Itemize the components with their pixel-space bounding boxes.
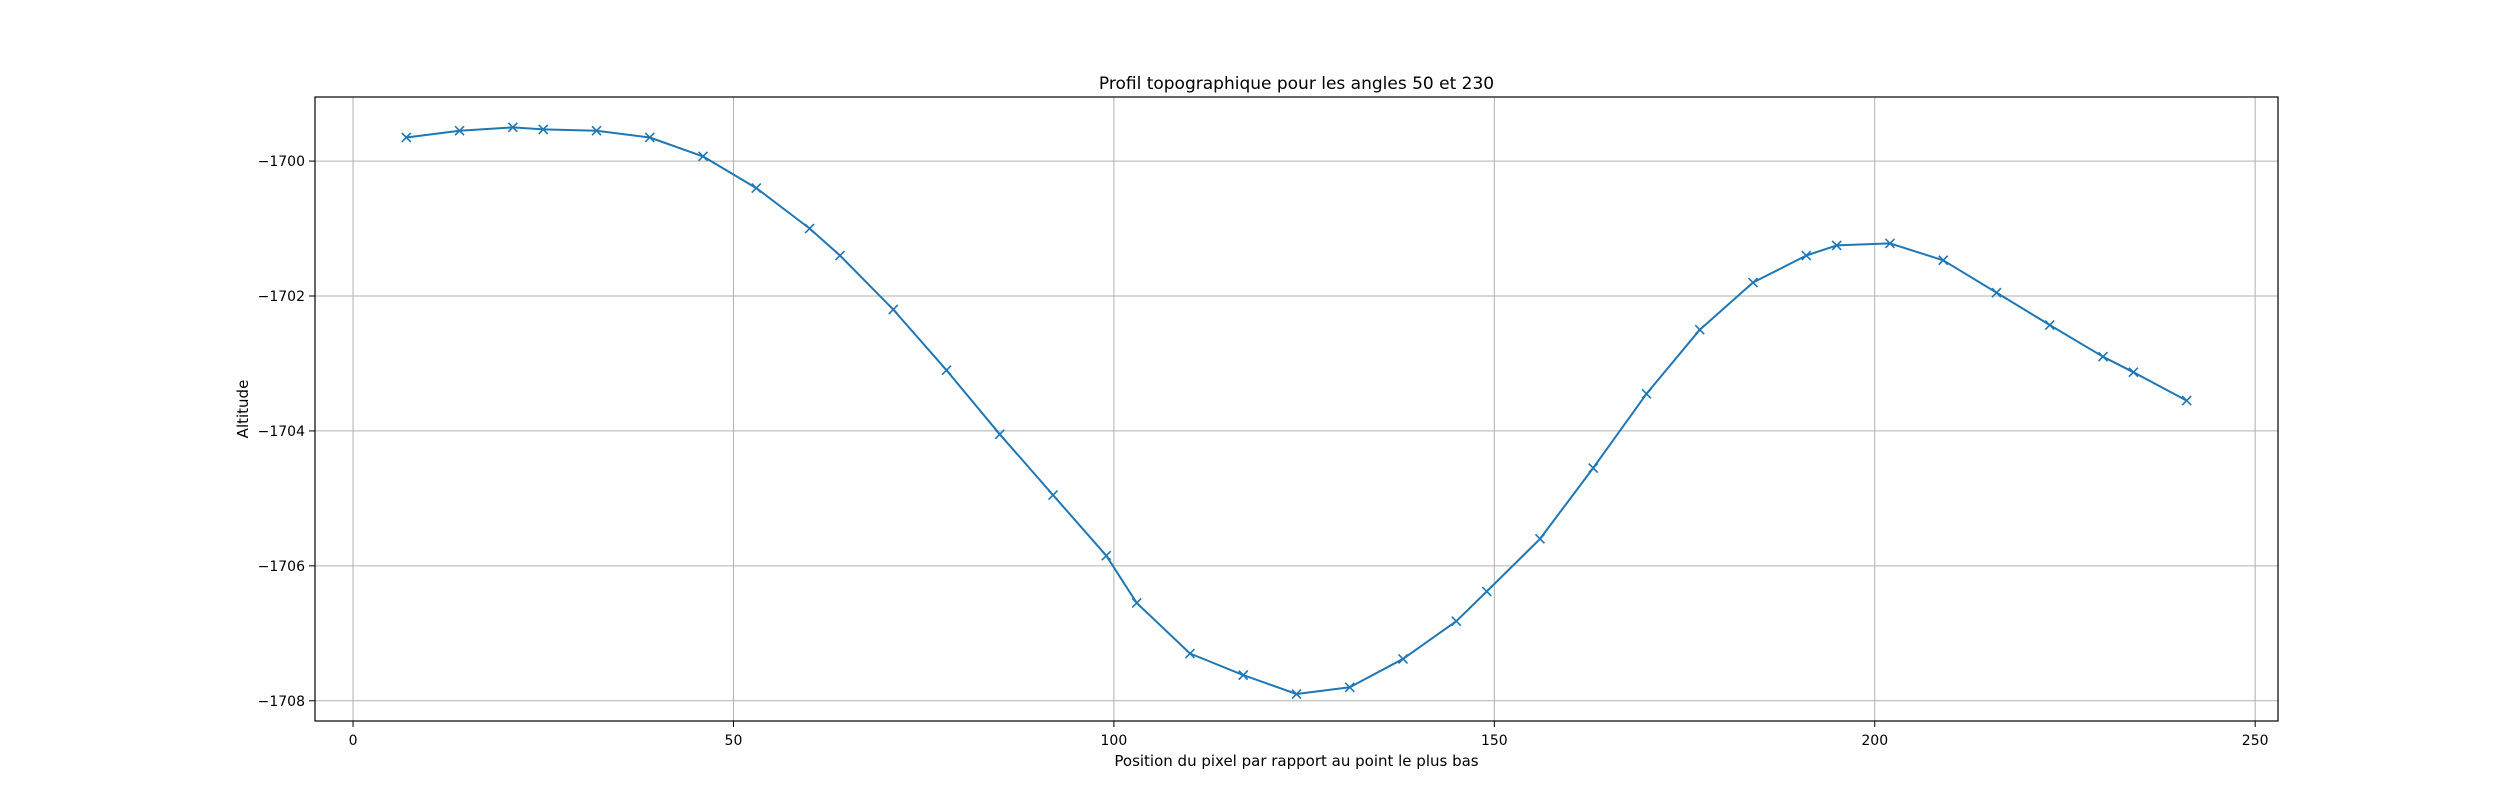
data-point-marker [751,183,762,194]
y-tick-label: −1704 [258,424,305,440]
x-tick-label: 100 [1101,733,1128,749]
x-tick-label: 250 [2242,733,2269,749]
x-tick-label: 200 [1861,733,1888,749]
data-point-marker [1397,653,1409,665]
data-point-marker [1451,616,1462,627]
y-tick-label: −1702 [258,289,305,305]
data-point-marker [1801,250,1812,261]
data-point-marker [538,124,549,135]
data-point-marker [1238,670,1249,681]
data-point-marker [1938,255,1949,266]
data-point-marker [1291,688,1302,700]
data-point-marker [644,132,655,143]
y-tick-label: −1708 [258,694,305,710]
data-point-marker [1641,388,1652,399]
y-tick-label: −1700 [258,154,305,170]
data-point-marker [1694,324,1705,335]
data-point-marker [1101,550,1112,561]
data-point-marker [2128,367,2139,378]
data-point-marker [941,365,952,376]
data-point-marker [834,250,846,261]
ticks: 0 50 100 150 200 250 −1708 −1706 −1704 −1702 −1700 [258,154,2269,749]
data-point-marker [2044,319,2055,331]
data-point-marker [2097,351,2109,362]
data-point-marker [1184,648,1196,659]
grid [315,97,2278,721]
data-point-marker [1481,586,1492,597]
x-tick-label: 0 [349,733,358,749]
data-point-marker [1344,682,1355,693]
y-tick-label: −1706 [258,559,305,575]
data-layer [401,122,2192,700]
data-point-marker [1831,240,1842,251]
data-point-marker [2181,395,2192,406]
data-point-marker [1747,277,1759,288]
data-point-marker [1047,489,1059,501]
data-point-marker [804,223,815,234]
data-point-marker [1131,597,1142,609]
data-point-marker [401,132,412,143]
data-point-marker [454,125,465,136]
x-tick-label: 150 [1481,733,1508,749]
chart-title: Profil topographique pour les angles 50 … [1099,74,1494,94]
y-axis-label: Altitude [234,380,252,439]
data-point-marker [697,151,709,162]
x-axis-label: Position du pixel par rapport au point l… [1114,752,1478,770]
data-point-marker [1588,462,1599,474]
data-point-marker [1991,287,2002,298]
plot-frame [314,96,2279,722]
data-point-marker [507,122,518,133]
x-tick-label: 50 [725,733,743,749]
data-point-marker [888,304,899,315]
data-point-marker [994,429,1005,440]
data-point-marker [1534,533,1546,544]
data-point-marker [591,125,602,136]
data-point-marker [1884,238,1896,249]
series-line [406,126,2188,695]
